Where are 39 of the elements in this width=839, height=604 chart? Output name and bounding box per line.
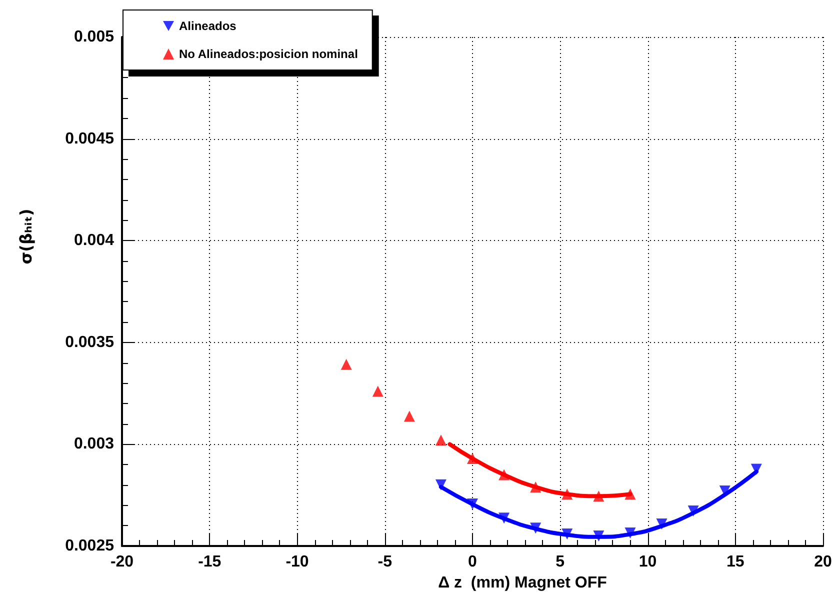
y-tick-label: 0.0035: [65, 334, 114, 351]
point: [340, 358, 352, 370]
x-tick-label: -20: [110, 554, 134, 570]
point: [624, 488, 636, 500]
x-tick-label: 20: [814, 554, 832, 570]
x-tick-label: 15: [726, 554, 744, 570]
point: [562, 528, 573, 540]
x-tick-label: -15: [198, 554, 222, 570]
point: [498, 512, 510, 524]
point: [467, 452, 478, 464]
x-tick-label: 5: [556, 554, 565, 570]
x-tick-label: 10: [638, 554, 657, 570]
point: [404, 410, 415, 422]
point: [593, 530, 604, 542]
x-tick-label: -10: [286, 554, 309, 570]
y-tick-label: 0.003: [74, 436, 114, 453]
point: [530, 522, 542, 534]
point: [435, 434, 446, 446]
point: [562, 488, 573, 500]
legend-label: Alineados: [179, 19, 237, 33]
x-tick-label: 0: [468, 554, 478, 570]
y-tick-label: 0.004: [74, 232, 114, 250]
y-tick-label: 0.0025: [65, 538, 114, 554]
point: [435, 479, 446, 490]
y-tick-label: 0.0045: [65, 130, 114, 148]
point: [688, 505, 699, 516]
legend-label: No Alineados:posicion nominal: [179, 47, 358, 61]
point: [656, 518, 668, 530]
point: [593, 490, 604, 502]
y-tick-label: 0.005: [74, 28, 114, 46]
point: [624, 527, 636, 538]
point: [372, 386, 384, 397]
point: [530, 481, 542, 492]
x-axis-title: Δ z (mm) Magnet OFF: [438, 574, 608, 592]
point: [467, 498, 478, 510]
point: [498, 469, 510, 480]
point: [750, 464, 762, 475]
x-tick-label: -5: [378, 554, 392, 570]
y-axis-title: σ(βₕᵢₜ): [16, 208, 36, 264]
